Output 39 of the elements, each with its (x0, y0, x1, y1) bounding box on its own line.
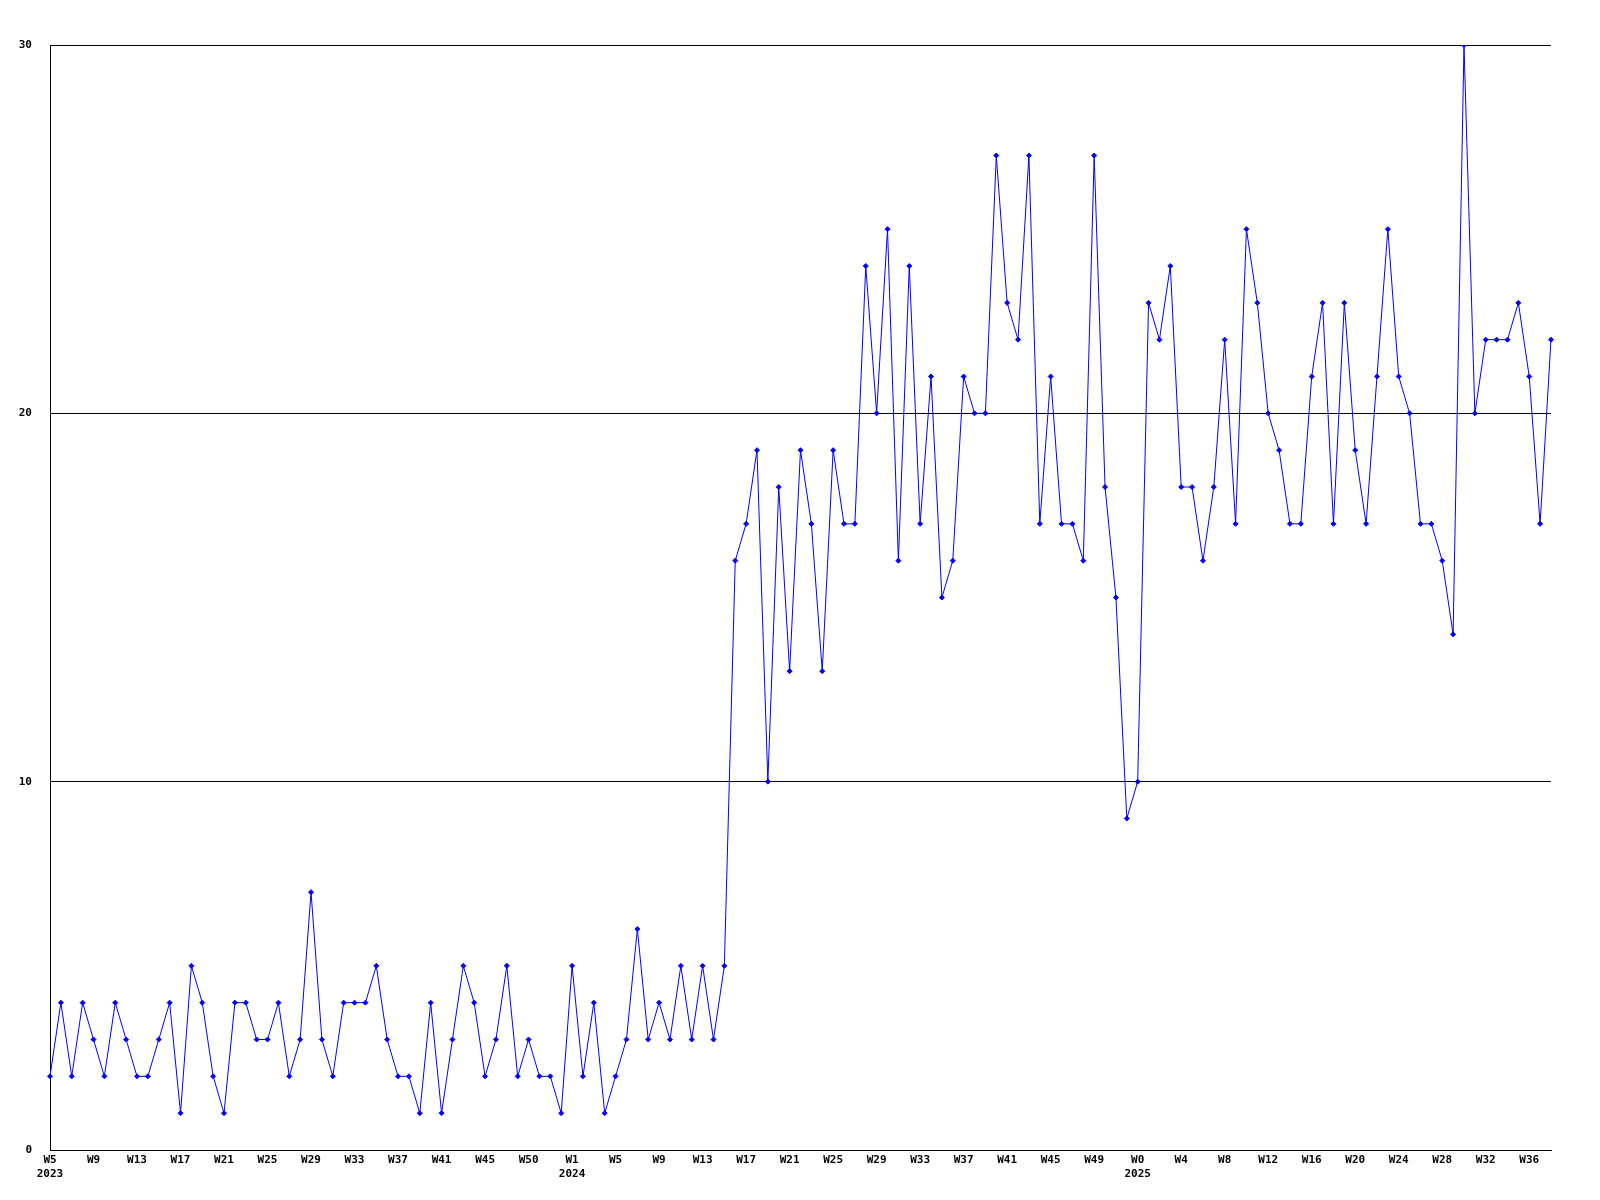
x-tick-label: W13 (692, 1153, 713, 1167)
x-tick-label: W17 (170, 1153, 191, 1167)
x-tick-label: W45 (1040, 1153, 1061, 1167)
x-tick-label: W12 (1258, 1153, 1279, 1167)
x-tick-label: W33 (344, 1153, 365, 1167)
x-tick-label: W25 (257, 1153, 278, 1167)
x-tick-label: W16 (1301, 1153, 1323, 1167)
y-tick-label: 30 (18, 37, 32, 51)
x-tick-label: W5 (608, 1153, 623, 1167)
x-tick-label: W29 (866, 1153, 887, 1167)
x-tick-label: W21 (214, 1153, 235, 1167)
x-tick-label: W36 (1519, 1153, 1540, 1167)
y-tick-label: 20 (18, 406, 32, 420)
x-tick-label: W41 (997, 1153, 1018, 1167)
x-tick-label: W41 (431, 1153, 452, 1167)
x-tick-label: W4 (1174, 1153, 1189, 1167)
x-tick-label: W28 (1432, 1153, 1453, 1167)
x-tick-label: W13 (127, 1153, 147, 1167)
x-tick-label: W37 (388, 1153, 408, 1167)
x-tick-label: W32 (1475, 1153, 1496, 1167)
y-tick-label: 0 (25, 1142, 32, 1156)
x-tick-label: W1 2024 (558, 1153, 586, 1180)
x-tick-label: W25 (823, 1153, 844, 1167)
x-tick-label: W49 (1084, 1153, 1105, 1167)
y-tick-label: 10 (18, 774, 32, 788)
x-tick-label: W8 (1218, 1153, 1232, 1167)
x-tick-label: W5 2023 (36, 1153, 64, 1180)
x-tick-label: W9 (86, 1153, 101, 1167)
x-tick-label: W9 (652, 1153, 666, 1167)
x-tick-label: W20 (1345, 1153, 1366, 1167)
x-tick-label: W33 (910, 1153, 931, 1167)
x-tick-label: W17 (736, 1153, 757, 1167)
x-tick-label: W24 (1388, 1153, 1410, 1167)
x-tick-label: W21 (779, 1153, 800, 1167)
x-tick-label: W37 (953, 1153, 974, 1167)
x-tick-label: W50 (518, 1153, 539, 1167)
x-tick-label: W45 (475, 1153, 496, 1167)
x-tick-label: W0 2025 (1124, 1153, 1151, 1180)
x-tick-label: W29 (301, 1153, 321, 1167)
